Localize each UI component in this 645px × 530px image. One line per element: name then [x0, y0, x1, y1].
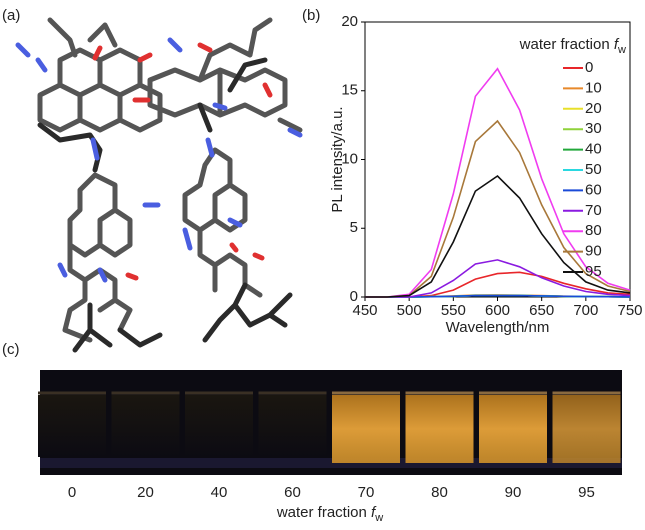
legend-label: 50	[585, 161, 602, 178]
legend-label: 90	[585, 243, 602, 260]
legend-title-text: water fraction	[519, 36, 610, 53]
x-tick-label: 600	[485, 302, 510, 319]
photo-axis-label: water fraction fw	[276, 504, 383, 524]
y-tick-label: 20	[341, 13, 358, 30]
vial	[552, 395, 621, 463]
x-axis-label: Wavelength/nm	[446, 319, 550, 336]
photo-axis-label-symbol: f	[371, 504, 377, 521]
y-tick-label: 0	[350, 288, 358, 305]
vial-label: 70	[358, 484, 375, 501]
legend-label: 10	[585, 79, 602, 96]
vial-label: 0	[68, 484, 76, 501]
x-tick-label: 500	[397, 302, 422, 319]
legend-title: water fraction fw	[519, 36, 626, 56]
vial-label: 95	[578, 484, 595, 501]
legend-label: 60	[585, 181, 602, 198]
x-tick-label: 650	[529, 302, 554, 319]
vial-label: 80	[431, 484, 448, 501]
series-line	[365, 259, 631, 298]
vial	[258, 395, 327, 457]
photo-axis-label-subscript: w	[374, 512, 383, 524]
vial	[38, 395, 106, 457]
legend-label: 70	[585, 202, 602, 219]
vial-label: 20	[137, 484, 154, 501]
legend-label: 40	[585, 141, 602, 158]
legend-title-symbol: f	[614, 36, 620, 53]
panel-label: (a)	[2, 7, 20, 24]
photo-axis-label-text: water fraction	[276, 504, 367, 521]
series-line	[365, 174, 631, 298]
vial	[405, 395, 474, 463]
vial	[185, 395, 253, 457]
legend-title-subscript: w	[617, 44, 626, 56]
y-tick-label: 15	[341, 82, 358, 99]
vial	[479, 395, 547, 463]
molecule	[15, 17, 303, 353]
x-tick-label: 550	[441, 302, 466, 319]
y-axis-label: PL intensity/a.u.	[329, 106, 346, 212]
x-tick-label: 700	[573, 302, 598, 319]
y-tick-label: 10	[341, 150, 358, 167]
legend-label: 80	[585, 222, 602, 239]
panel-label: (c)	[2, 341, 20, 358]
panel-label: (b)	[302, 7, 320, 24]
x-tick-label: 450	[352, 302, 377, 319]
vial	[111, 395, 180, 457]
legend-label: 30	[585, 120, 602, 137]
x-tick-label: 750	[617, 302, 642, 319]
vial-label: 60	[284, 484, 301, 501]
series-line	[365, 67, 631, 298]
legend-label: 95	[585, 263, 602, 280]
y-tick-label: 5	[350, 219, 358, 236]
vial-label: 90	[505, 484, 522, 501]
vial-label: 40	[211, 484, 228, 501]
legend-label: 20	[585, 100, 602, 117]
legend-label: 0	[585, 59, 593, 76]
vial	[332, 395, 400, 463]
